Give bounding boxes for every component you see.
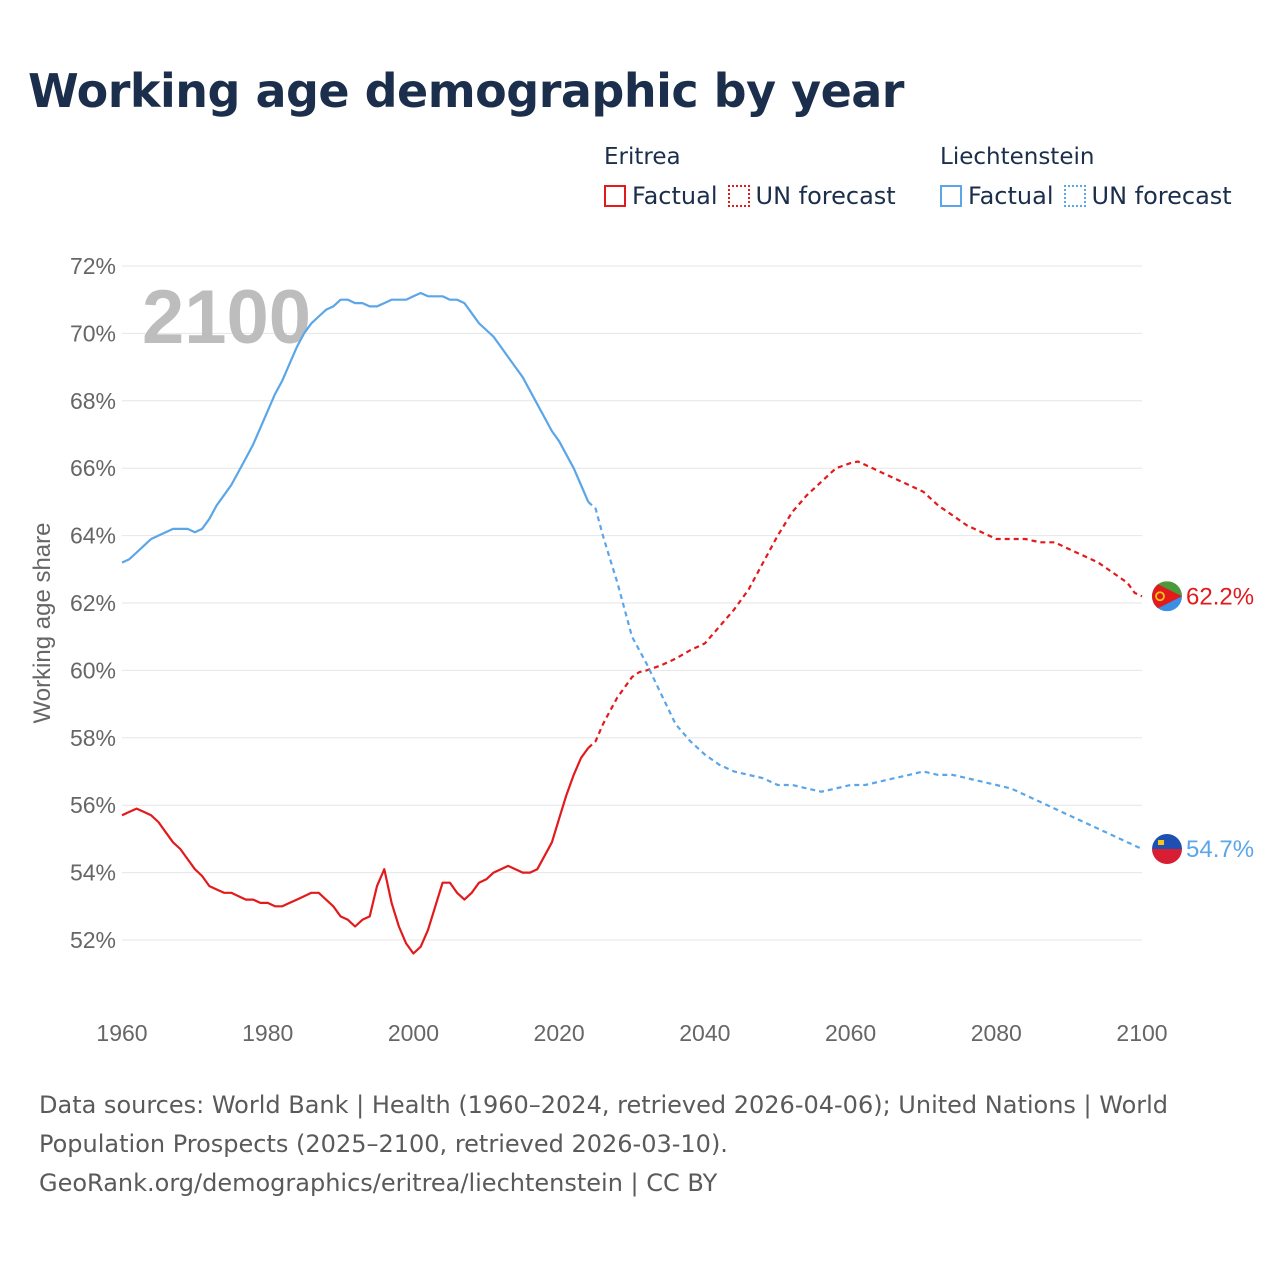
- x-tick-label: 2000: [388, 1020, 439, 1046]
- y-axis-label: Working age share: [29, 523, 56, 724]
- series-line-eritrea-factual: [121, 747, 590, 955]
- y-tick-label: 72%: [70, 253, 116, 279]
- legend-label: UN forecast: [1091, 182, 1232, 210]
- x-tick-label: 2040: [679, 1020, 730, 1046]
- y-tick-label: 62%: [70, 590, 116, 616]
- legend-swatch-dotted: [1063, 185, 1086, 207]
- end-marker-eritrea: [1152, 581, 1182, 612]
- y-tick-label: 56%: [70, 792, 116, 818]
- end-marker-liechtenstein: [1152, 834, 1182, 865]
- series-line-eritrea-forecast: [587, 460, 1143, 749]
- y-tick-label: 52%: [70, 927, 116, 953]
- footer-attribution[interactable]: GeoRank.org/demographics/eritrea/liechte…: [39, 1169, 718, 1197]
- series-line-liechtenstein-factual: [121, 291, 590, 564]
- legend-label: UN forecast: [755, 182, 896, 210]
- eritrea-flag-icon: [1152, 581, 1182, 612]
- footer-sources-2: Population Prospects (2025–2100, retriev…: [39, 1130, 728, 1158]
- legend-item-liechtenstein-factual[interactable]: Factual: [940, 182, 1054, 210]
- x-tick-label: 1980: [242, 1020, 293, 1046]
- series-lines: [121, 291, 1143, 955]
- legend-label: Factual: [632, 182, 718, 210]
- chart-title: Working age demographic by year: [28, 64, 905, 118]
- y-tick-label: 66%: [70, 455, 116, 481]
- x-tick-label: 2080: [971, 1020, 1022, 1046]
- y-tick-label: 64%: [70, 523, 116, 549]
- y-axis-ticks: 52% 54% 56% 58% 60% 62% 64% 66% 68% 70% 72%: [70, 253, 116, 953]
- y-tick-label: 60%: [70, 657, 116, 683]
- x-tick-label: 2100: [1116, 1020, 1167, 1046]
- legend-swatch-solid: [940, 185, 962, 207]
- year-marker: 2100: [142, 275, 311, 360]
- legend-group-name: Eritrea: [604, 144, 681, 170]
- end-value-label-liechtenstein: 54.7%: [1186, 836, 1254, 863]
- legend-group-eritrea: Eritrea Factual UN forecast: [604, 144, 906, 210]
- x-tick-label: 1960: [96, 1020, 147, 1046]
- end-value-label-eritrea: 62.2%: [1186, 583, 1254, 610]
- legend-swatch-dotted: [727, 185, 750, 207]
- series-line-liechtenstein-forecast: [587, 501, 1143, 850]
- legend-item-eritrea-forecast[interactable]: UN forecast: [727, 182, 896, 210]
- liechtenstein-flag-icon: [1152, 834, 1182, 865]
- footer: Data sources: World Bank | Health (1960–…: [39, 1086, 1219, 1203]
- y-tick-label: 54%: [70, 860, 116, 886]
- legend-swatch-solid: [604, 185, 626, 207]
- footer-sources-1: Data sources: World Bank | Health (1960–…: [39, 1091, 1169, 1119]
- y-tick-label: 58%: [70, 725, 116, 751]
- gridlines: [122, 265, 1142, 941]
- x-axis-ticks: 1960 1980 2000 2020 2040 2060 2080 2100: [96, 1020, 1167, 1046]
- legend-group-liechtenstein: Liechtenstein Factual UN forecast: [940, 144, 1242, 210]
- x-tick-label: 2020: [534, 1020, 585, 1046]
- y-tick-label: 70%: [70, 320, 116, 346]
- series-end-markers: 62.2% 54.7%: [1152, 581, 1254, 865]
- legend-label: Factual: [968, 182, 1054, 210]
- y-tick-label: 68%: [70, 388, 116, 414]
- legend-item-liechtenstein-forecast[interactable]: UN forecast: [1063, 182, 1232, 210]
- legend-group-name: Liechtenstein: [940, 144, 1095, 170]
- x-tick-label: 2060: [825, 1020, 876, 1046]
- legend-item-eritrea-factual[interactable]: Factual: [604, 182, 718, 210]
